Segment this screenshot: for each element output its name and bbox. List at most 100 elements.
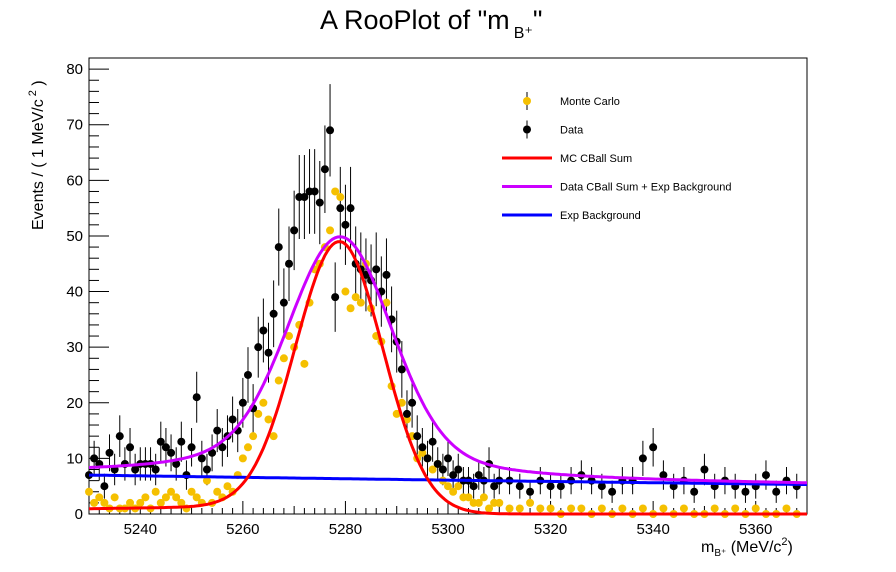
mc-cball-sum-curve — [89, 240, 807, 516]
mc-point — [238, 454, 247, 463]
data-point — [100, 482, 109, 491]
x-tick-label: 5280 — [329, 521, 362, 538]
mc-point — [428, 465, 437, 474]
mc-point — [95, 493, 104, 502]
data-point — [300, 193, 309, 202]
data-point — [474, 471, 483, 480]
mc-point — [710, 504, 719, 513]
mc-point — [356, 298, 365, 307]
y-axis-label: Events / ( 1 MeV/c 2 ) — [27, 80, 47, 230]
data-point — [331, 293, 340, 302]
data-point — [213, 426, 222, 435]
exp-background-curve — [89, 473, 807, 486]
data-point — [126, 443, 135, 452]
mc-point — [449, 487, 458, 496]
mc-point — [464, 493, 473, 502]
data-point — [546, 482, 555, 491]
y-tick-label: 80 — [66, 61, 83, 78]
mc-point — [90, 498, 99, 507]
mc-point — [679, 504, 688, 513]
mc-point — [161, 493, 170, 502]
y-axis-tick-labels: 0 10 20 30 40 50 60 70 80 — [66, 61, 83, 523]
data-point — [156, 437, 165, 446]
mc-point — [243, 443, 252, 452]
mc-point — [167, 487, 176, 496]
data-point — [115, 432, 124, 441]
mc-point — [269, 432, 278, 441]
mc-point — [331, 187, 340, 196]
data-point — [690, 487, 699, 496]
data-point — [264, 348, 273, 357]
mc-point — [136, 498, 145, 507]
mc-point — [485, 504, 494, 513]
mc-point — [536, 504, 545, 513]
data-point — [515, 482, 524, 491]
data-point — [177, 437, 186, 446]
data-point — [279, 298, 288, 307]
data-point — [761, 471, 770, 480]
data-point — [772, 487, 781, 496]
data-point — [402, 409, 411, 418]
mc-point — [577, 504, 586, 513]
mc-point — [474, 498, 483, 507]
mc-point — [187, 487, 196, 496]
data-point — [161, 443, 170, 452]
data-point — [490, 482, 499, 491]
data-point — [346, 204, 355, 213]
mc-point — [151, 487, 160, 496]
y-tick-label: 30 — [66, 339, 83, 356]
mc-point — [526, 498, 535, 507]
y-tick-label: 20 — [66, 395, 83, 412]
x-axis-label-main: m — [701, 539, 714, 556]
x-tick-label: 5240 — [124, 521, 157, 538]
mc-point — [223, 482, 232, 491]
mc-point — [597, 504, 606, 513]
legend-entry: Monte Carlo — [523, 92, 620, 110]
mc-point — [264, 415, 273, 424]
y-tick-label: 70 — [66, 117, 83, 134]
legend-marker — [523, 125, 531, 134]
mc-point — [392, 409, 401, 418]
data-point — [254, 343, 263, 352]
data-point — [444, 454, 452, 463]
data-point — [423, 454, 432, 463]
data-point — [326, 126, 335, 135]
x-tick-label: 5340 — [636, 521, 669, 538]
mc-point — [110, 493, 119, 502]
legend-label: Data CBall Sum + Exp Background — [560, 182, 732, 194]
x-axis-label-units: (MeV/c — [726, 539, 781, 556]
data-point — [243, 370, 252, 379]
data-point — [638, 454, 647, 463]
data-point — [238, 398, 247, 407]
y-axis-label-exp: 2 — [27, 90, 39, 96]
data-point — [741, 487, 750, 496]
mc-point — [402, 415, 411, 424]
chart-title-main: A RooPlot of "m — [320, 5, 510, 35]
mc-point — [495, 498, 504, 507]
mc-point — [505, 504, 514, 513]
legend-entry: MC CBall Sum — [502, 153, 632, 165]
mc-point — [177, 498, 186, 507]
data-point — [197, 454, 206, 463]
mc-point — [202, 476, 211, 485]
chart-title: A RooPlot of "m B⁺" — [320, 5, 542, 42]
data-point — [90, 454, 99, 463]
data-point — [397, 365, 406, 374]
data-point — [608, 487, 617, 496]
data-point — [202, 465, 211, 474]
data-point — [418, 443, 427, 452]
mc-point — [751, 504, 760, 513]
data-point — [105, 448, 114, 457]
data-point — [131, 465, 140, 474]
data-point — [320, 165, 329, 174]
legend-label: MC CBall Sum — [560, 153, 632, 165]
y-tick-label: 0 — [75, 506, 83, 523]
x-axis-tick-labels: 5240 5260 5280 5300 5320 5340 5360 — [124, 521, 773, 538]
data-point — [341, 220, 350, 229]
data-point — [151, 465, 160, 474]
data-point — [187, 443, 196, 452]
data-point — [285, 259, 294, 268]
mc-point — [285, 332, 294, 341]
mc-point — [567, 504, 576, 513]
